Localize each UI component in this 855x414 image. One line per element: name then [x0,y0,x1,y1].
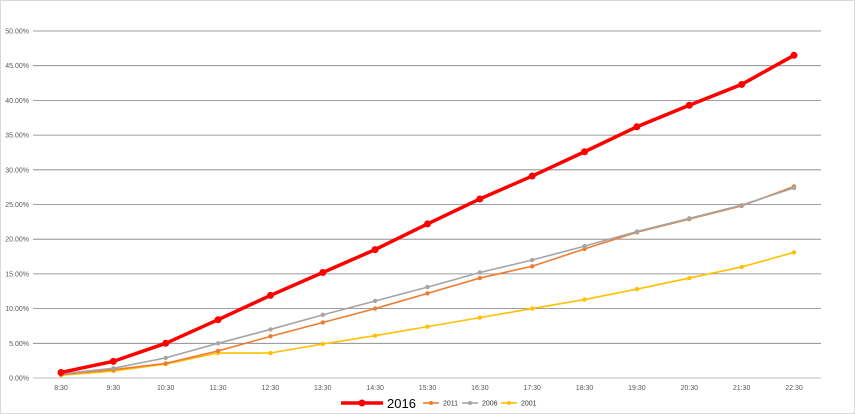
x-tick-label: 19:30 [628,385,646,392]
data-point [371,246,379,254]
data-point [320,320,325,325]
series-line-2011 [60,185,795,376]
x-tick-label: 9:30 [107,385,121,392]
data-point [109,357,117,365]
data-point [320,341,325,347]
data-point [215,341,221,346]
data-point [477,275,483,281]
data-point [739,202,744,208]
data-point [687,275,692,281]
data-point [163,355,168,361]
y-tick-label: 20.00% [5,237,29,244]
legend-label: 2011 [443,401,458,408]
y-tick-label: 35.00% [5,133,29,140]
data-point [476,195,484,203]
data-point [372,306,378,311]
data-point [268,334,273,339]
x-tick-label: 18:30 [576,385,594,392]
x-tick-label: 11:30 [210,385,227,392]
x-tick-label: 17:30 [523,385,541,392]
y-tick-label: 45.00% [5,63,29,70]
legend-marker [429,401,433,405]
series-line-2006 [60,187,795,375]
legend-item-2006: 2006 [462,401,498,408]
x-tick-label: 14:30 [366,385,384,392]
legend-item-2016: 2016 [341,396,416,411]
series-2011 [58,184,797,377]
data-point [477,315,483,320]
y-axis-tick-labels: 0.00% 5.00% 10.00% 15.00% 20.00% 25.00% 30.00%… [5,29,29,383]
data-point [268,327,273,332]
y-tick-label: 30.00% [5,167,29,174]
x-tick-label: 20:30 [681,385,699,392]
data-point [530,306,535,311]
data-point [634,286,640,292]
data-point [633,123,641,131]
series-2006 [58,185,797,377]
data-point [319,269,327,277]
data-point [791,250,797,255]
data-point [111,366,116,371]
x-axis-tick-labels: 8:30 9:30 10:30 11:30 12:30 13:30 14:30 15:30 16… [54,385,803,392]
data-point [530,264,535,269]
legend-item-2011: 2011 [423,401,458,408]
data-point [425,284,430,290]
data-point [215,348,221,354]
data-point [424,220,431,228]
legend-marker [358,399,366,407]
x-tick-label: 12:30 [262,385,280,392]
y-tick-label: 50.00% [5,29,29,36]
data-point [685,101,693,109]
y-tick-label: 25.00% [5,202,29,209]
y-tick-label: 40.00% [5,98,29,105]
y-tick-label: 0.00% [9,376,29,383]
data-point [425,291,430,296]
y-tick-label: 5.00% [9,341,29,348]
x-tick-label: 10:30 [157,385,175,392]
y-tick-label: 15.00% [5,271,29,278]
data-point [582,243,587,249]
data-point [268,350,273,356]
legend: 2016 2011 2006 2001 [341,396,537,411]
data-point [790,51,798,59]
data-point [162,339,170,347]
data-point [266,291,274,299]
data-point [320,312,325,318]
legend-label: 2006 [482,401,498,408]
x-tick-label: 16:30 [471,385,489,392]
data-point [372,298,378,304]
series-lines [57,51,798,378]
series-2016 [57,51,798,376]
x-tick-label: 8:30 [54,385,68,392]
data-point [791,185,797,191]
data-point [477,270,483,275]
data-point [581,148,589,156]
data-point [530,257,535,263]
data-point [214,316,222,324]
data-point [163,361,168,366]
data-point [372,333,378,338]
data-point [634,229,640,234]
legend-label: 2001 [521,401,537,408]
data-point [738,80,746,88]
data-point [739,264,744,270]
data-point [582,297,587,302]
x-tick-label: 22:30 [785,385,803,392]
data-point [687,216,692,221]
x-tick-label: 13:30 [314,385,332,392]
legend-item-2001: 2001 [501,401,537,408]
x-tick-label: 15:30 [419,385,437,392]
y-tick-label: 10.00% [5,306,29,313]
legend-marker [468,401,472,405]
legend-marker [507,401,511,405]
series-2001 [58,250,797,378]
x-tick-label: 21:30 [733,385,751,392]
data-point [528,172,536,180]
data-point [57,368,65,376]
data-point [425,324,430,329]
legend-label: 2016 [387,396,416,411]
